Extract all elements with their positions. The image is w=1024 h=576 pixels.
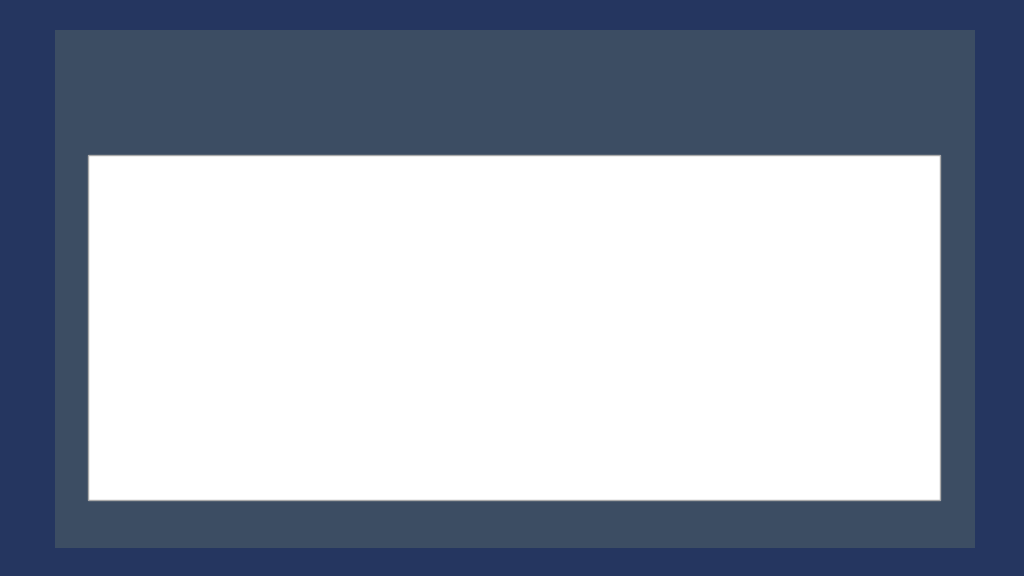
Text: I love this movie. Overall, it was a good movie.: I love this movie. Overall, it was a goo… bbox=[335, 470, 647, 483]
Text: $\boldsymbol{x}'$: $\boldsymbol{x}'$ bbox=[230, 383, 245, 398]
Text: Output: Output bbox=[100, 230, 146, 243]
Text: A text where [X] is instantiated by input
$\boldsymbol{x}$ but answer slot [Z] i: A text where [X] is instantiated by inpu… bbox=[632, 383, 900, 416]
Text: Description: Description bbox=[632, 170, 727, 185]
Text: ++ (very positive): ++ (very positive) bbox=[335, 230, 458, 243]
Text: Output label or text: Output label or text bbox=[632, 230, 764, 243]
Text: Filled Prompt: Filled Prompt bbox=[100, 423, 187, 436]
Text: $\boldsymbol{y}$: $\boldsymbol{y}$ bbox=[232, 230, 244, 245]
Text: A function that converts the input into a
specific form by inserting the input $: A function that converts the input into … bbox=[632, 280, 907, 354]
Text: $\boldsymbol{x}$: $\boldsymbol{x}$ bbox=[232, 208, 244, 222]
Text: $f_{\mathrm{prompt}}(\boldsymbol{x})$: $f_{\mathrm{prompt}}(\boldsymbol{x})$ bbox=[207, 290, 268, 309]
Text: Answered
Prompt: Answered Prompt bbox=[100, 460, 165, 490]
Text: Input: Input bbox=[100, 208, 134, 221]
Text: [X] Overall, it was a [Z] movie.: [X] Overall, it was a [Z] movie. bbox=[335, 290, 540, 303]
Text: $f_{\mathrm{fill}}(\boldsymbol{x}', \boldsymbol{z}^*)$: $f_{\mathrm{fill}}(\boldsymbol{x}', \bol… bbox=[206, 470, 270, 491]
Text: A prompt where slot [Z] is filled with a
true answer.: A prompt where slot [Z] is filled with a… bbox=[632, 460, 888, 490]
Text: Prompting
Function: Prompting Function bbox=[100, 280, 169, 310]
Text: Methods - Glossary: Methods - Glossary bbox=[105, 100, 421, 128]
Text: Name: Name bbox=[100, 170, 147, 185]
Text: Prompt: Prompt bbox=[100, 383, 148, 396]
Text: I love this movie. Overall, it was a [Z] movie.: I love this movie. Overall, it was a [Z]… bbox=[335, 383, 634, 396]
Text: One or multiple texts: One or multiple texts bbox=[632, 208, 773, 221]
Text: Notation: Notation bbox=[202, 170, 274, 185]
Text: I love this movie. Overall, it was a bad movie.: I love this movie. Overall, it was a bad… bbox=[335, 423, 639, 436]
Text: A prompt where slot [Z] is filled with
any answer.: A prompt where slot [Z] is filled with a… bbox=[632, 423, 876, 453]
Text: Example: Example bbox=[335, 170, 406, 185]
Text: I love this movie.: I love this movie. bbox=[335, 208, 449, 221]
Text: $f_{\mathrm{fill}}(\boldsymbol{x}', \boldsymbol{z})$: $f_{\mathrm{fill}}(\boldsymbol{x}', \bol… bbox=[210, 423, 266, 441]
